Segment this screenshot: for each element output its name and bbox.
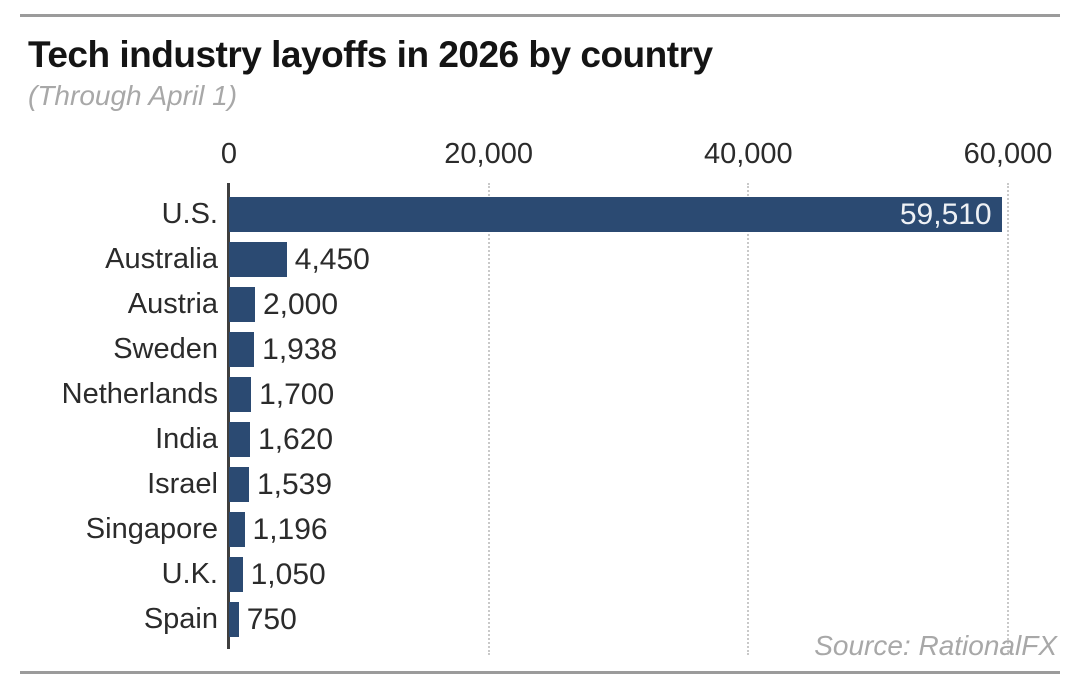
x-axis-tick-row: 0 20,000 40,000 60,000 bbox=[221, 138, 1052, 172]
bar: 59,510 bbox=[229, 197, 1002, 232]
value-label: 4,450 bbox=[294, 242, 370, 276]
category-label: Singapore bbox=[85, 513, 218, 545]
category-label: Sweden bbox=[113, 333, 218, 365]
bar-row: Netherlands 1,700 bbox=[0, 372, 1080, 417]
bar bbox=[229, 512, 245, 547]
category-label: Australia bbox=[105, 243, 218, 275]
bar-rows: U.S. 59,510 Australia 4,450 Austria 2,000 Swed… bbox=[0, 192, 1080, 642]
x-axis-tick-label: 60,000 bbox=[963, 138, 1053, 170]
bar bbox=[229, 602, 239, 637]
bar bbox=[229, 422, 251, 457]
gridline bbox=[1007, 183, 1009, 655]
category-label: Israel bbox=[147, 468, 218, 500]
y-axis-line bbox=[227, 183, 230, 649]
category-label: India bbox=[155, 423, 218, 455]
bar-row: U.K. 1,050 bbox=[0, 552, 1080, 597]
bar-row: U.S. 59,510 bbox=[0, 192, 1080, 237]
category-label: Spain bbox=[143, 603, 218, 635]
bottom-rule bbox=[20, 671, 1060, 674]
bar bbox=[229, 557, 243, 592]
bar-row: Austria 2,000 bbox=[0, 282, 1080, 327]
chart-subtitle: (Through April 1) bbox=[28, 80, 238, 111]
top-rule bbox=[20, 14, 1060, 17]
bar-row: Israel 1,539 bbox=[0, 462, 1080, 507]
category-label: U.K. bbox=[161, 558, 218, 590]
bar-row: Spain 750 bbox=[0, 597, 1080, 642]
value-label: 1,196 bbox=[252, 512, 328, 546]
x-axis-tick-label: 20,000 bbox=[444, 138, 534, 170]
gridline bbox=[487, 183, 490, 655]
category-label: Austria bbox=[127, 288, 218, 320]
bar-row: Sweden 1,938 bbox=[0, 327, 1080, 372]
value-label: 1,539 bbox=[256, 467, 333, 501]
bar bbox=[229, 332, 255, 367]
value-label: 59,510 bbox=[899, 197, 992, 231]
bar-row: Australia 4,450 bbox=[0, 237, 1080, 282]
category-label: Netherlands bbox=[61, 378, 218, 410]
value-label: 2,000 bbox=[262, 287, 339, 321]
bar-row: India 1,620 bbox=[0, 417, 1080, 462]
value-label: 1,938 bbox=[262, 332, 338, 366]
value-label: 1,620 bbox=[258, 422, 334, 456]
category-label: U.S. bbox=[161, 198, 218, 230]
bar bbox=[229, 467, 249, 502]
plot-area: U.S. 59,510 Australia 4,450 Austria 2,000 Swed… bbox=[0, 183, 1080, 655]
value-label: 1,050 bbox=[250, 557, 326, 591]
gridline bbox=[747, 183, 750, 655]
bar-row: Singapore 1,196 bbox=[0, 507, 1080, 552]
bar bbox=[229, 287, 255, 322]
value-label: 1,700 bbox=[259, 377, 335, 411]
x-axis-tick-label: 40,000 bbox=[703, 138, 793, 170]
x-axis-tick-label: 0 bbox=[220, 138, 238, 170]
value-label: 750 bbox=[246, 602, 297, 636]
source-credit: Source: RationalFX bbox=[814, 630, 1057, 661]
bar bbox=[229, 242, 287, 277]
bar bbox=[229, 377, 252, 412]
chart-title: Tech industry layoffs in 2026 by country bbox=[28, 34, 713, 75]
